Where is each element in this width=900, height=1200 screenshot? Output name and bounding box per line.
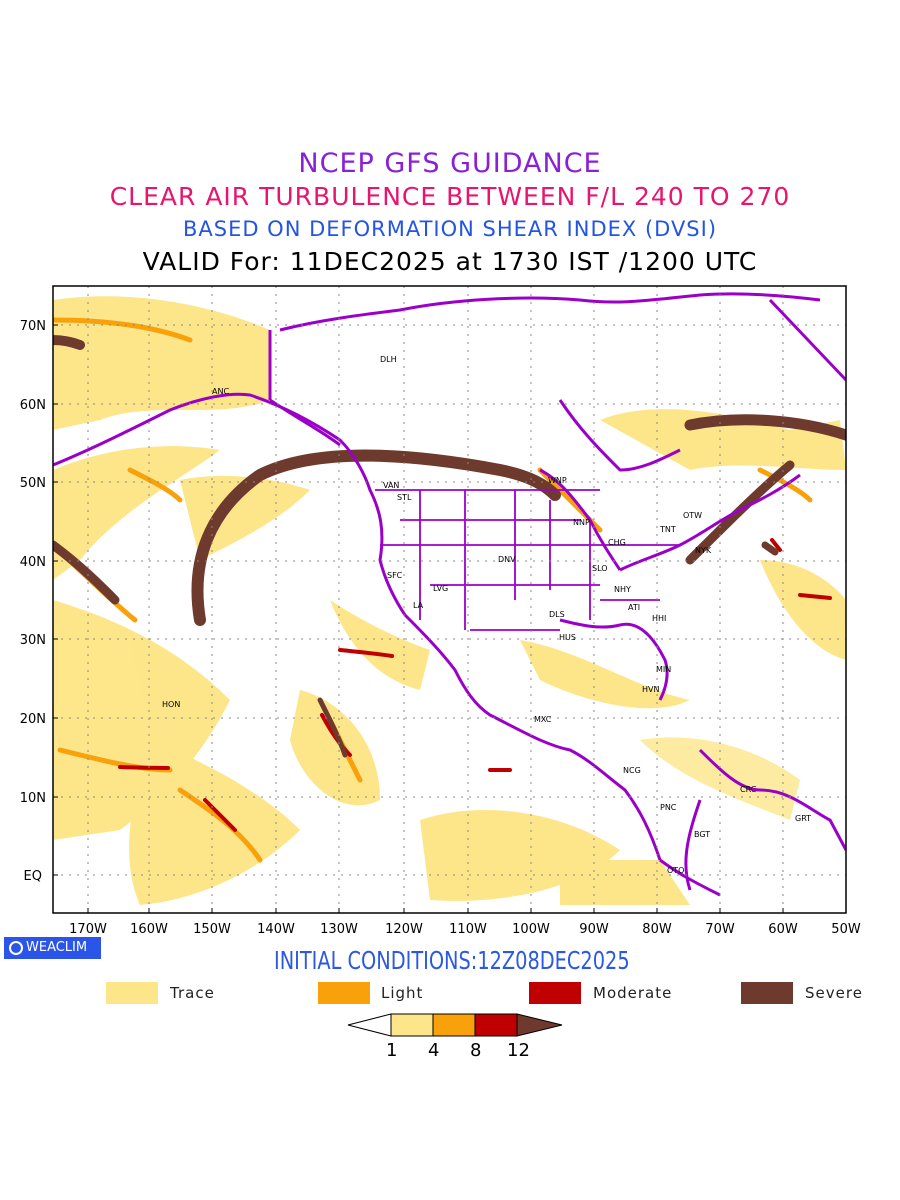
lon-label: 150W	[193, 922, 231, 937]
station-mxc: MXC	[534, 715, 552, 724]
lon-labels: 170W 160W 150W 140W 130W 120W 110W 100W …	[69, 922, 861, 937]
station-la: LA	[413, 601, 424, 610]
lat-label: 70N	[20, 319, 46, 334]
colorbar-tick: 12	[507, 1040, 530, 1061]
legend-swatch-severe	[741, 982, 793, 1004]
lon-label: 160W	[130, 922, 168, 937]
lon-label: 170W	[69, 922, 107, 937]
station-pnc: PNC	[660, 803, 677, 812]
coastlines	[53, 292, 846, 897]
lon-label: 100W	[512, 922, 550, 937]
legend-swatch-trace	[106, 982, 158, 1004]
lon-label: 140W	[257, 922, 295, 937]
station-stl: STL	[397, 493, 412, 502]
borders	[375, 489, 680, 631]
station-dls: DLS	[549, 610, 565, 619]
station-hhi: HHI	[652, 614, 666, 623]
lon-label: 110W	[449, 922, 487, 937]
brand-name: WEACLIM	[26, 940, 88, 955]
lat-label: 10N	[20, 791, 46, 806]
station-ati: ATI	[628, 603, 640, 612]
station-otw: OTW	[683, 511, 702, 520]
lon-label: 120W	[385, 922, 423, 937]
station-crc: CRC	[740, 785, 757, 794]
station-oto: OTO	[667, 866, 684, 875]
weaclim-logo-icon	[9, 941, 23, 955]
colorbar-tick: 8	[470, 1040, 482, 1061]
title-line-2: CLEAR AIR TURBULENCE BETWEEN F/L 240 TO …	[109, 182, 791, 211]
station-hvn: HVN	[642, 685, 659, 694]
station-sfc: SFC	[387, 571, 403, 580]
legend-label-trace: Trace	[170, 984, 215, 1002]
lon-label: 90W	[579, 922, 609, 937]
station-min: MIN	[656, 665, 671, 674]
colorbar-tick: 1	[386, 1040, 398, 1061]
station-slo: SLO	[592, 564, 608, 573]
station-nhy: NHY	[614, 585, 631, 594]
station-van: VAN	[383, 481, 399, 490]
station-tnt: TNT	[659, 525, 676, 534]
lat-label: 30N	[20, 633, 46, 648]
lat-label: 60N	[20, 398, 46, 413]
station-bgt: BGT	[694, 830, 710, 839]
station-grt: GRT	[795, 814, 811, 823]
lat-label: EQ	[24, 869, 42, 884]
map-border	[52, 285, 847, 914]
station-dlh: DLH	[380, 355, 397, 364]
lat-label: 40N	[20, 555, 46, 570]
lon-label: 80W	[642, 922, 672, 937]
weaclim-badge: WEACLIM	[4, 937, 101, 959]
lat-label: 20N	[20, 712, 46, 727]
station-nyk: NYK	[695, 546, 712, 555]
lat-labels: 70N 60N 50N 40N 30N 20N 10N EQ	[20, 319, 46, 884]
station-chg: CHG	[608, 538, 626, 547]
legend-swatch-moderate	[529, 982, 581, 1004]
station-labels: DLH ANC VAN STL WNP NNP OTW TNT CHG NYK …	[162, 355, 811, 875]
initial-conditions: INITIAL CONDITIONS:12Z08DEC2025	[274, 946, 630, 975]
legend-label-moderate: Moderate	[593, 984, 673, 1002]
title-line-1: NCEP GFS GUIDANCE	[298, 148, 602, 179]
graticule	[53, 286, 846, 913]
lon-label: 70W	[705, 922, 735, 937]
station-dnv: DNV	[498, 555, 516, 564]
station-ncg: NCG	[623, 766, 641, 775]
lon-label: 130W	[320, 922, 358, 937]
axis-ticks	[53, 324, 784, 913]
station-anc: ANC	[212, 387, 229, 396]
map-frame-contents: DLH ANC VAN STL WNP NNP OTW TNT CHG NYK …	[53, 286, 846, 913]
station-hus: HUS	[559, 633, 576, 642]
station-lvg: LVG	[433, 584, 448, 593]
station-wnp: WNP	[548, 476, 567, 485]
lon-label: 50W	[831, 922, 861, 937]
legend-swatch-light	[318, 982, 370, 1004]
valid-time: VALID For: 11DEC2025 at 1730 IST /1200 U…	[142, 247, 758, 276]
legend-label-severe: Severe	[805, 984, 863, 1002]
lat-label: 50N	[20, 476, 46, 491]
lon-label: 60W	[768, 922, 798, 937]
title-line-3: BASED ON DEFORMATION SHEAR INDEX (DVSI)	[182, 217, 718, 241]
colorbar-tick: 4	[428, 1040, 440, 1061]
legend-label-light: Light	[381, 984, 424, 1002]
station-hon: HON	[162, 700, 180, 709]
station-nnp: NNP	[573, 518, 590, 527]
